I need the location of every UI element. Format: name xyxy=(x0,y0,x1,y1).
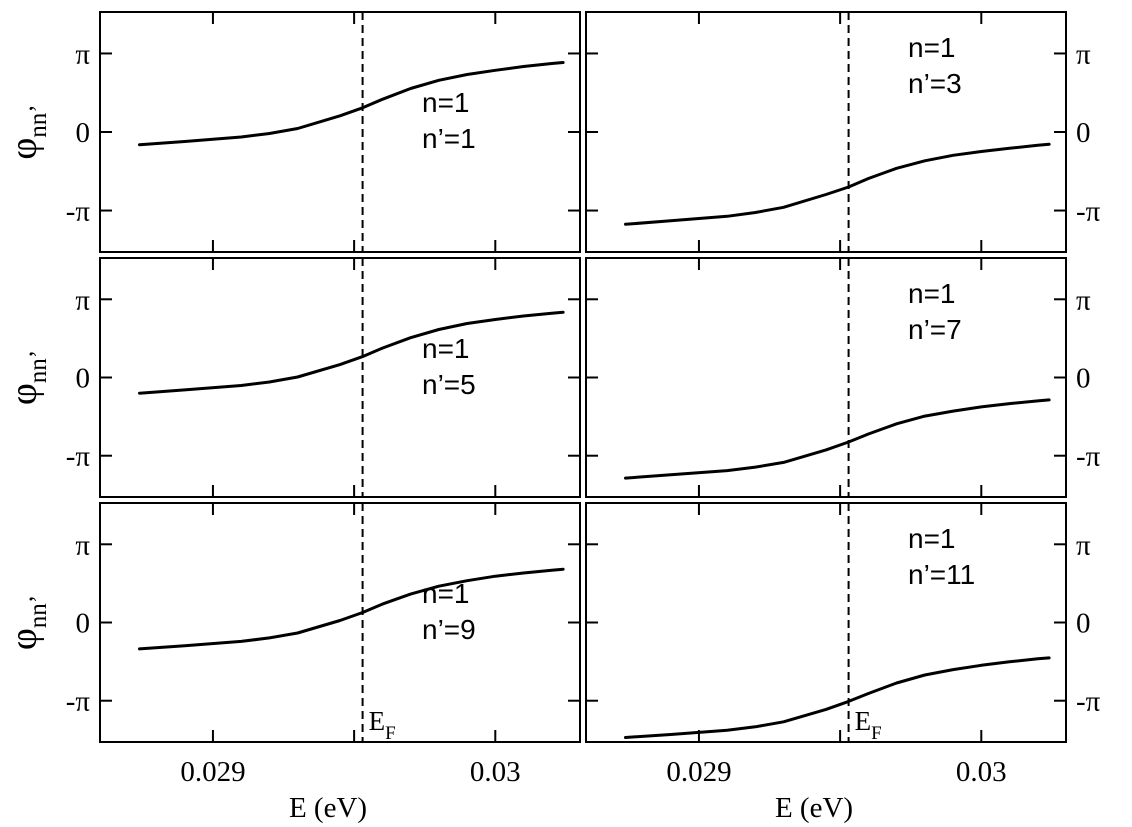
panel-frame xyxy=(99,11,581,253)
panel-annotation-line: n=1 xyxy=(908,32,956,63)
x-tick-label: 0.029 xyxy=(180,756,245,788)
panel-annotation-line: n’=9 xyxy=(422,614,476,645)
y-axis-label-subscript: nn’ xyxy=(25,350,52,383)
y-tick-label: 0 xyxy=(1076,608,1091,640)
y-tick-label: π xyxy=(1076,529,1091,561)
panel-frame xyxy=(585,11,1067,253)
y-axis-label: φnn’ xyxy=(3,104,52,159)
y-tick-label: 0 xyxy=(76,363,91,395)
panel-frame xyxy=(99,257,581,498)
fermi-energy-label-main: E xyxy=(369,706,386,736)
panel-annotation-line: n’=1 xyxy=(422,123,476,154)
x-tick-label: 0.03 xyxy=(956,756,1007,788)
panel-3: π 0 -π n=1 n’=5 xyxy=(66,257,581,498)
y-axis-label: φnn’ xyxy=(3,595,52,650)
phase-curve xyxy=(624,656,1051,739)
fermi-energy-label: EF xyxy=(369,706,396,744)
panel-frame xyxy=(585,502,1067,743)
y-tick-label: π xyxy=(1076,284,1091,316)
y-tick-label: π xyxy=(75,284,90,316)
phase-curve xyxy=(138,310,565,395)
panel-annotation-line: n=1 xyxy=(422,333,470,364)
panel-annotation-line: n=1 xyxy=(908,523,956,554)
y-tick-label: -π xyxy=(1076,686,1101,718)
y-axis-label-main: φ xyxy=(3,138,45,160)
y-tick-label: -π xyxy=(1076,441,1101,473)
panel-annotation-line: n’=7 xyxy=(908,314,962,345)
y-axis-label-subscript: nn’ xyxy=(25,595,52,628)
y-axis-label-main: φ xyxy=(3,383,45,405)
panel-6: π 0 -π n=1 n’=11 0.029 0.03 E (eV) xyxy=(585,502,1101,824)
y-tick-label: -π xyxy=(1076,196,1101,228)
y-axis-label: φnn’ xyxy=(3,350,52,405)
y-tick-label: 0 xyxy=(1076,363,1091,395)
phase-curve xyxy=(624,142,1051,226)
panel-frame xyxy=(585,257,1067,498)
phase-curve xyxy=(138,61,565,147)
fermi-energy-label-subscript: F xyxy=(385,723,396,744)
panel-1: π 0 -π n=1 n’=1 xyxy=(66,11,581,253)
fermi-energy-label-subscript: F xyxy=(871,723,882,744)
panel-annotation-line: n’=3 xyxy=(908,68,962,99)
panel-frame xyxy=(99,502,581,743)
x-tick-label: 0.03 xyxy=(470,756,521,788)
y-tick-label: -π xyxy=(66,196,91,228)
panel-annotation-line: n=1 xyxy=(422,578,470,609)
y-tick-label: π xyxy=(75,529,90,561)
y-axis-label-subscript: nn’ xyxy=(25,104,52,137)
panel-annotation-line: n=1 xyxy=(422,87,470,118)
y-tick-label: 0 xyxy=(76,608,91,640)
panel-annotation-line: n’=5 xyxy=(422,369,476,400)
x-axis-label: E (eV) xyxy=(289,792,367,824)
y-tick-label: π xyxy=(75,38,90,70)
phase-curve xyxy=(138,567,565,651)
y-tick-label: -π xyxy=(66,441,91,473)
x-tick-label: 0.029 xyxy=(666,756,731,788)
fermi-energy-label-main: E xyxy=(855,706,872,736)
panel-2: π 0 -π n=1 n’=3 xyxy=(585,11,1101,253)
y-tick-label: 0 xyxy=(1076,117,1091,149)
panel-4: π 0 -π n=1 n’=7 xyxy=(585,257,1101,498)
panel-annotation-line: n=1 xyxy=(908,278,956,309)
panel-annotation-line: n’=11 xyxy=(908,559,975,590)
x-axis-label: E (eV) xyxy=(775,792,853,824)
y-tick-label: -π xyxy=(66,686,91,718)
panel-5: π 0 -π n=1 n’=9 0.029 0.03 E (eV) xyxy=(66,502,581,824)
y-axis-label-main: φ xyxy=(3,628,45,650)
y-tick-label: π xyxy=(1076,38,1091,70)
phase-curve xyxy=(624,398,1051,480)
fermi-energy-label: EF xyxy=(855,706,882,744)
y-tick-label: 0 xyxy=(76,117,91,149)
